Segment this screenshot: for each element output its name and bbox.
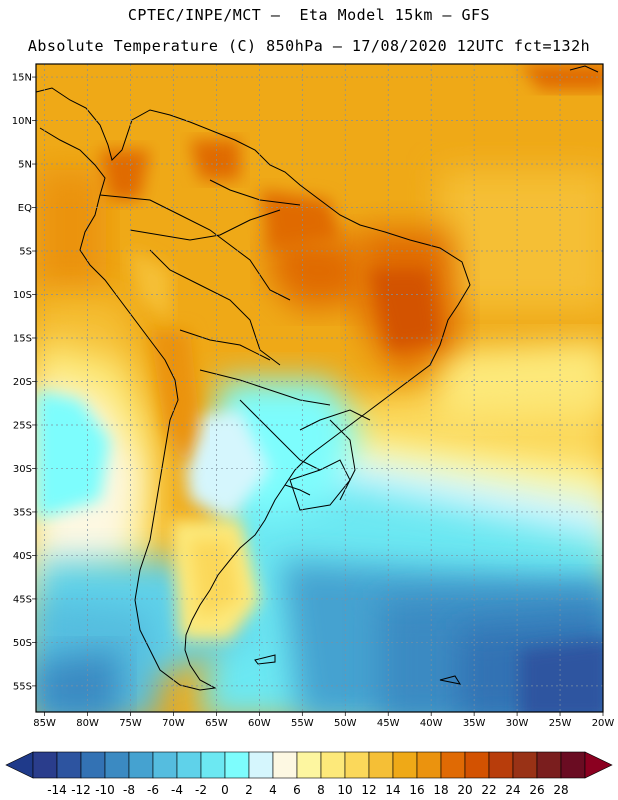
lat-label: 20S	[13, 377, 32, 388]
colorbar-cell	[128, 751, 154, 779]
colorbar-label: 0	[221, 783, 229, 797]
colorbar-under-arrow	[5, 751, 34, 779]
colorbar-cell	[176, 751, 202, 779]
lat-label: 30S	[13, 464, 32, 475]
colorbar-cell	[248, 751, 274, 779]
lon-label: 30W	[506, 718, 529, 729]
colorbar-cell	[416, 751, 442, 779]
colorbar-label: 12	[361, 783, 376, 797]
colorbar-label: -12	[71, 783, 91, 797]
colorbar-label: 20	[457, 783, 472, 797]
map-frame	[35, 63, 604, 713]
colorbar: -14 -12 -10 -8 -6 -4 -2 0 2 4 6 8 10 12 14 16 18 20 22 24 26…	[5, 751, 613, 797]
longitude-labels: 85W 80W 75W 70W 65W 60W 55W 50W 45W 40W 35W 30W 25W 2…	[33, 718, 614, 729]
colorbar-label: -8	[123, 783, 135, 797]
colorbar-label: 2	[245, 783, 253, 797]
lat-label: 15N	[12, 73, 32, 84]
colorbar-cell	[368, 751, 394, 779]
lat-label: 5N	[18, 160, 32, 171]
lon-label: 45W	[377, 718, 400, 729]
lat-label: EQ	[18, 203, 32, 214]
colorbar-label: 16	[409, 783, 424, 797]
colorbar-over-arrow	[584, 751, 613, 779]
lat-label: 10S	[13, 290, 32, 301]
lon-label: 70W	[162, 718, 185, 729]
colorbar-cell	[272, 751, 298, 779]
colorbar-label: 28	[553, 783, 568, 797]
lat-label: 5S	[19, 247, 32, 258]
colorbar-cell	[296, 751, 322, 779]
map-title-line2: Absolute Temperature (C) 850hPa – 17/08/…	[27, 37, 591, 55]
lat-label: 45S	[13, 594, 32, 605]
lat-label: 50S	[13, 638, 32, 649]
lon-label: 60W	[248, 718, 271, 729]
colorbar-label: 18	[433, 783, 448, 797]
colorbar-cell	[560, 751, 586, 779]
lon-label: 80W	[76, 718, 99, 729]
lon-label: 40W	[420, 718, 443, 729]
colorbar-cell	[464, 751, 490, 779]
lon-label: 35W	[463, 718, 486, 729]
colorbar-label: 14	[385, 783, 400, 797]
colorbar-cell	[224, 751, 250, 779]
lon-label: 55W	[291, 718, 314, 729]
colorbar-label: 6	[293, 783, 301, 797]
colorbar-cell	[104, 751, 130, 779]
colorbar-label: 10	[337, 783, 352, 797]
colorbar-label: 8	[317, 783, 325, 797]
colorbar-label: 22	[481, 783, 496, 797]
colorbar-cell	[152, 751, 178, 779]
lat-label: 25S	[13, 420, 32, 431]
temperature-field	[36, 64, 603, 712]
temperature-map: 15N 10N 5N EQ 5S 10S 15S 20S 25S 30S 35S 40S 45S 50S 5…	[12, 63, 614, 729]
colorbar-cell	[536, 751, 562, 779]
colorbar-label: -14	[47, 783, 67, 797]
colorbar-cell	[512, 751, 538, 779]
colorbar-cell	[320, 751, 346, 779]
colorbar-label: 26	[529, 783, 544, 797]
lon-label: 50W	[334, 718, 357, 729]
colorbar-label: 4	[269, 783, 277, 797]
gridlines	[32, 64, 604, 716]
colorbar-label: 24	[505, 783, 520, 797]
colorbar-cell	[488, 751, 514, 779]
lon-label: 65W	[205, 718, 228, 729]
colorbar-cell	[32, 751, 58, 779]
colorbar-cells	[5, 751, 613, 779]
colorbar-cell	[440, 751, 466, 779]
lat-label: 10N	[12, 116, 32, 127]
lon-label: 75W	[119, 718, 142, 729]
colorbar-cell	[392, 751, 418, 779]
lon-label: 20W	[592, 718, 615, 729]
lat-label: 35S	[13, 507, 32, 518]
colorbar-labels: -14 -12 -10 -8 -6 -4 -2 0 2 4 6 8 10 12 14 16 18 20 22 24 26…	[47, 783, 568, 797]
lat-label: 15S	[13, 333, 32, 344]
map-title-line1: CPTEC/INPE/MCT – Eta Model 15km – GFS	[127, 6, 491, 24]
colorbar-label: -10	[95, 783, 115, 797]
colorbar-label: -2	[195, 783, 207, 797]
lon-label: 85W	[33, 718, 56, 729]
colorbar-cell	[56, 751, 82, 779]
coastlines	[36, 65, 599, 691]
colorbar-cell	[344, 751, 370, 779]
lat-label: 40S	[13, 551, 32, 562]
colorbar-cell	[80, 751, 106, 779]
colorbar-label: -4	[171, 783, 183, 797]
colorbar-label: -6	[147, 783, 159, 797]
colorbar-cell	[200, 751, 226, 779]
lon-label: 25W	[549, 718, 572, 729]
lat-label: 55S	[13, 681, 32, 692]
latitude-labels: 15N 10N 5N EQ 5S 10S 15S 20S 25S 30S 35S 40S 45S 50S 5…	[12, 73, 32, 693]
